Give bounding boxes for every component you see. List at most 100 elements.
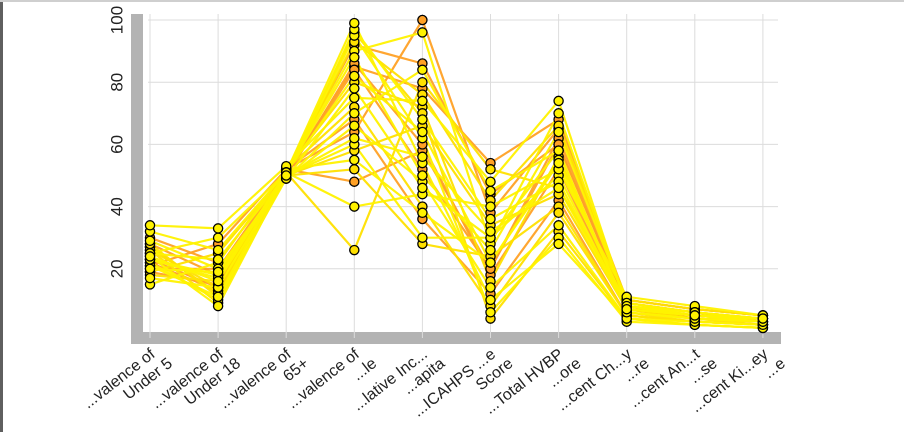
data-point bbox=[212, 266, 224, 278]
data-point bbox=[417, 126, 428, 138]
axis-labels: ...valence ofUnder 5...valence ofUnder 1… bbox=[80, 341, 789, 432]
data-point bbox=[417, 114, 428, 125]
data-point bbox=[417, 207, 428, 219]
series-line bbox=[149, 74, 764, 323]
data-point bbox=[417, 151, 428, 163]
data-point bbox=[553, 207, 564, 219]
data-point bbox=[485, 226, 496, 237]
series-line bbox=[149, 34, 763, 329]
data-point bbox=[689, 310, 701, 321]
data-point bbox=[417, 182, 428, 194]
data-point bbox=[349, 17, 360, 29]
data-point bbox=[553, 95, 564, 107]
series-line bbox=[149, 137, 763, 320]
data-point bbox=[212, 275, 224, 287]
axis-label: ...valence ofUnder 18 bbox=[148, 341, 244, 427]
data-point bbox=[349, 201, 360, 212]
data-point bbox=[485, 201, 496, 212]
data-point bbox=[485, 257, 496, 268]
y-tick-label: 80 bbox=[107, 73, 126, 92]
data-point bbox=[485, 294, 496, 306]
y-tick-label: 60 bbox=[107, 135, 126, 154]
data-point bbox=[144, 263, 156, 275]
axis-label: ...valence of65+ bbox=[216, 341, 312, 427]
axis-label: ...cent Ch...y...re bbox=[554, 341, 653, 429]
series-line bbox=[149, 31, 763, 329]
axis-label: ...cent An...t...se bbox=[626, 341, 721, 426]
data-point bbox=[144, 235, 156, 247]
data-point bbox=[349, 132, 360, 144]
data-point bbox=[553, 238, 564, 250]
data-point bbox=[349, 92, 360, 104]
data-point bbox=[485, 213, 496, 225]
series-line bbox=[149, 56, 764, 320]
data-point bbox=[349, 83, 360, 94]
data-point bbox=[485, 176, 496, 187]
series-line bbox=[149, 87, 763, 323]
data-point bbox=[417, 64, 428, 76]
data-point bbox=[349, 70, 360, 82]
data-point bbox=[144, 220, 156, 231]
data-point bbox=[212, 244, 224, 256]
window-left-border bbox=[0, 0, 3, 432]
axis-label: ...valence of...le bbox=[284, 341, 380, 427]
data-point bbox=[349, 154, 360, 166]
axis-label: ...Total HVBP...ore bbox=[482, 341, 585, 432]
series-line bbox=[149, 40, 763, 317]
y-tick-label: 20 bbox=[107, 259, 126, 278]
y-tick-label: 40 bbox=[107, 197, 126, 216]
data-point bbox=[417, 27, 428, 38]
data-point bbox=[757, 313, 769, 324]
data-point bbox=[349, 52, 360, 63]
series-line bbox=[149, 22, 763, 326]
series-line bbox=[149, 168, 764, 317]
data-point bbox=[417, 76, 428, 88]
data-point bbox=[417, 232, 428, 243]
y-tick-label: 100 bbox=[107, 6, 126, 34]
series-points bbox=[144, 14, 769, 334]
data-point bbox=[417, 14, 428, 26]
axis-label: ...cent Ki...ey...e bbox=[688, 341, 789, 431]
data-point bbox=[349, 120, 360, 131]
data-point bbox=[553, 145, 564, 156]
data-point bbox=[553, 182, 564, 194]
grid bbox=[148, 14, 778, 338]
data-point bbox=[553, 126, 564, 138]
data-point bbox=[212, 232, 224, 243]
data-point bbox=[417, 170, 428, 181]
data-point bbox=[212, 223, 224, 234]
data-point bbox=[553, 220, 564, 231]
data-point bbox=[553, 108, 564, 119]
data-point bbox=[144, 272, 156, 284]
data-point bbox=[417, 95, 428, 107]
data-point bbox=[212, 254, 224, 265]
data-point bbox=[485, 164, 496, 175]
series-lines bbox=[149, 18, 764, 329]
data-point bbox=[485, 307, 496, 318]
y-axis-band bbox=[131, 14, 143, 344]
data-point bbox=[212, 300, 224, 312]
y-tick-labels: 20 40 60 80 100 bbox=[107, 6, 126, 278]
data-point bbox=[621, 303, 632, 315]
axis-bands bbox=[131, 14, 781, 344]
data-point bbox=[212, 291, 224, 303]
data-point bbox=[485, 244, 496, 256]
x-axis-band bbox=[131, 332, 781, 344]
axis-label: ...valence ofUnder 5 bbox=[80, 341, 176, 427]
data-point bbox=[553, 157, 564, 169]
data-point bbox=[485, 185, 496, 197]
data-point bbox=[280, 170, 292, 181]
data-point bbox=[349, 176, 360, 187]
series-line bbox=[150, 65, 763, 317]
data-point bbox=[349, 164, 360, 175]
data-point bbox=[485, 282, 496, 293]
series-line bbox=[149, 43, 763, 323]
data-point bbox=[144, 251, 156, 262]
data-point bbox=[349, 108, 360, 119]
series-line bbox=[149, 96, 764, 320]
axis-label: ...lative Inc......apita bbox=[350, 341, 449, 429]
data-point bbox=[349, 244, 360, 256]
window-top-border bbox=[0, 0, 904, 2]
